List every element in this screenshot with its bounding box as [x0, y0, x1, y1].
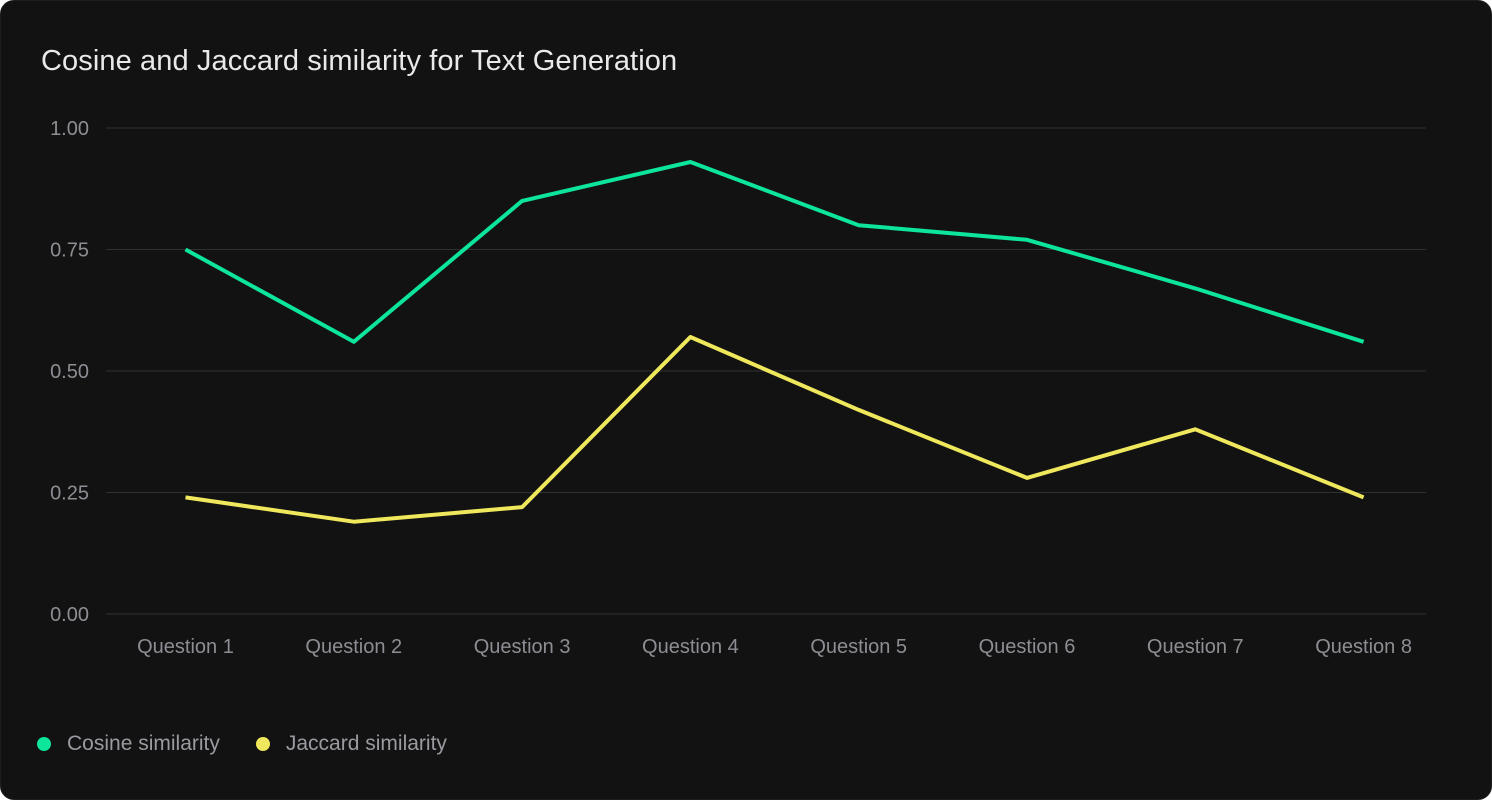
legend-label-jaccard-similarity: Jaccard similarity — [285, 732, 447, 755]
legend-label-cosine-similarity: Cosine similarity — [67, 732, 220, 755]
legend-item-cosine-similarity[interactable]: Cosine similarity — [37, 732, 220, 756]
y-tick-label-0.25: 0.25 — [50, 483, 89, 505]
series-line-jaccard-similarity — [185, 335, 1365, 524]
y-tick-label-0.75: 0.75 — [50, 240, 89, 262]
x-tick-label-3: Question 3 — [474, 636, 571, 658]
legend-swatch-cosine-icon — [37, 737, 51, 751]
chart-legend: Cosine similarity Jaccard similarity — [37, 732, 447, 756]
y-tick-label-1.00: 1.00 — [50, 118, 89, 140]
x-tick-label-6: Question 6 — [979, 636, 1076, 658]
x-tick-label-5: Question 5 — [810, 636, 907, 658]
series-line-cosine-similarity — [184, 160, 1365, 344]
x-tick-label-4: Question 4 — [642, 636, 739, 658]
y-tick-label-0.00: 0.00 — [50, 604, 89, 626]
legend-swatch-jaccard-icon — [255, 737, 270, 751]
chart-title: Cosine and Jaccard similarity for Text G… — [41, 45, 678, 77]
legend-item-jaccard-similarity[interactable]: Jaccard similarity — [255, 732, 447, 756]
x-tick-label-7: Question 7 — [1147, 636, 1244, 658]
x-tick-label-8: Question 8 — [1315, 636, 1412, 658]
x-tick-label-1: Question 1 — [137, 636, 234, 658]
y-tick-label-0.50: 0.50 — [50, 361, 89, 383]
x-tick-label-2: Question 2 — [305, 636, 402, 658]
